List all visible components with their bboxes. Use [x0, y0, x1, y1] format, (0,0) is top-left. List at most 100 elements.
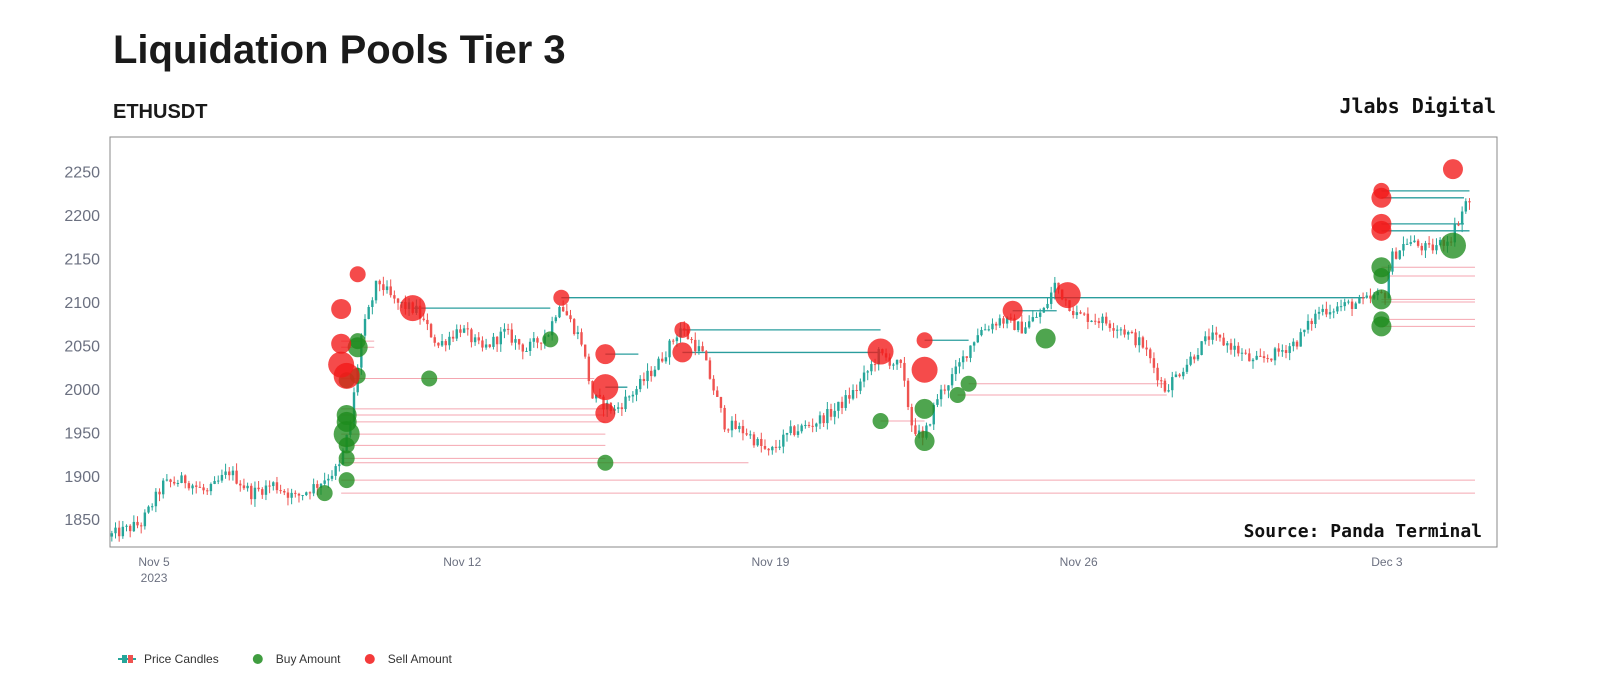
candle-body [275, 482, 279, 491]
candle-body [132, 521, 136, 532]
candle-body [1211, 332, 1214, 340]
candle-body [1347, 301, 1350, 303]
candle-body [371, 300, 374, 308]
candle-body [602, 396, 605, 410]
candle-body [1218, 334, 1222, 338]
candle-body [228, 471, 231, 476]
sell-marker [916, 332, 933, 349]
sell-marker [867, 338, 894, 365]
candle-body [1178, 374, 1181, 377]
candle-body [352, 392, 356, 424]
candle-body [385, 286, 389, 291]
candle-body [1138, 337, 1141, 346]
candle-body [1303, 329, 1306, 333]
candle-body [506, 328, 510, 330]
legend-item[interactable]: Sell Amount [364, 652, 453, 666]
candle-body [1145, 347, 1148, 350]
candle-body [675, 337, 679, 342]
legend-candle-up [122, 655, 127, 663]
candle-body [822, 415, 825, 424]
candle-body [763, 446, 767, 449]
candle-body [1460, 211, 1464, 225]
x-axis: Nov 5 2023 Nov 12 Nov 19 Nov 26 Dec 3 [138, 555, 1403, 585]
candle-body [1031, 317, 1035, 322]
candle-body [668, 340, 671, 358]
candle-body [1108, 323, 1112, 329]
candle-body [1292, 341, 1295, 347]
candle-body [136, 521, 139, 526]
candle-body [789, 426, 792, 434]
sell-marker [672, 342, 693, 363]
y-tick-label: 1850 [64, 512, 100, 529]
candle-body [664, 357, 668, 362]
candle-body [650, 370, 653, 377]
candle-body [646, 370, 649, 382]
plot-frame [109, 136, 1498, 548]
candle-body [1270, 358, 1273, 361]
candle-body [969, 345, 972, 358]
candle-body [1325, 308, 1328, 315]
candle-body [961, 356, 965, 363]
candle-body [396, 298, 400, 303]
candle-body [807, 424, 811, 426]
candle-body [1116, 329, 1119, 331]
candle-body [936, 399, 939, 405]
legend-item[interactable]: Price Candles [118, 652, 219, 666]
buy-legend-icon [252, 654, 263, 664]
candle-body [653, 369, 657, 377]
sell-marker [331, 333, 352, 354]
candle-body [628, 396, 631, 398]
candle-body [983, 329, 987, 331]
candle-body [246, 485, 249, 489]
candle-body [965, 356, 968, 358]
candle-body [1105, 316, 1108, 324]
candle-body [554, 317, 558, 322]
candle-body [1273, 348, 1277, 361]
candle-body [1409, 242, 1412, 244]
y-tick-label: 2200 [64, 208, 100, 225]
candle-body [991, 323, 994, 330]
candle-body [1127, 332, 1130, 335]
buy-marker [542, 331, 559, 348]
candle-body [1266, 358, 1269, 360]
legend-item[interactable]: Buy Amount [252, 652, 341, 666]
legend-candle-down [128, 655, 133, 663]
candle-body [253, 487, 257, 500]
candle-body [1196, 354, 1200, 360]
candle-body [1207, 336, 1211, 340]
candle-body [128, 525, 132, 532]
candle-body [749, 434, 752, 436]
candle-body [829, 409, 833, 417]
candle-body [283, 490, 286, 493]
candle-body [760, 438, 763, 447]
candle-body [954, 366, 957, 375]
candle-body [1200, 341, 1203, 355]
candle-body [833, 410, 836, 417]
candle-body [261, 489, 264, 495]
candle-body [143, 512, 147, 527]
candle-body [899, 359, 902, 363]
candle-body [180, 475, 183, 483]
candle-body [672, 340, 675, 342]
sell-marker [1371, 213, 1392, 234]
candle-body [455, 329, 458, 339]
candle-body [1358, 297, 1361, 304]
candle-body [917, 430, 921, 435]
sell-legend-icon [364, 654, 375, 664]
candle-body [888, 357, 891, 366]
sell-marker [1373, 182, 1390, 199]
candle-body [1094, 320, 1097, 322]
candle-body [492, 336, 495, 347]
candle-body [389, 286, 392, 296]
candle-body [1413, 240, 1416, 243]
candle-body [1101, 316, 1104, 324]
candle-body [1435, 245, 1438, 251]
candle-body [1163, 380, 1167, 392]
buy-marker [336, 404, 357, 425]
candle-body [158, 491, 161, 495]
candle-body [642, 378, 646, 382]
candle-body [1306, 320, 1310, 330]
candle-body [690, 339, 693, 341]
candle-body [264, 485, 268, 495]
sell-marker [674, 321, 691, 338]
